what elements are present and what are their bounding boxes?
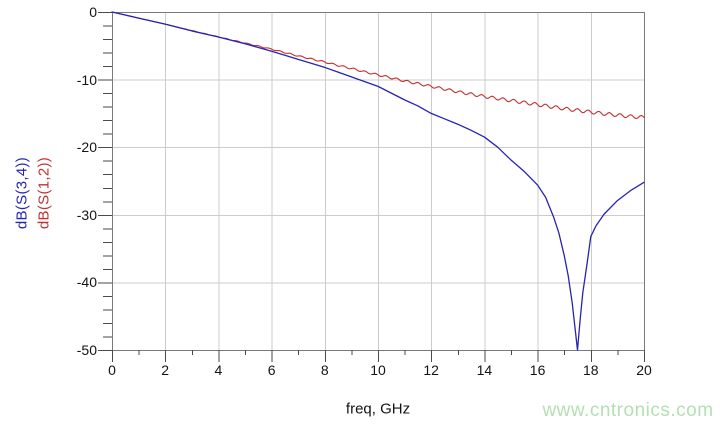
- x-tick-label: 16: [529, 362, 546, 378]
- x-tick-label: 10: [370, 362, 386, 378]
- x-tick-label: 6: [267, 362, 276, 378]
- x-tick-label: 2: [161, 362, 170, 378]
- x-tick-label: 8: [320, 362, 329, 378]
- y-tick-label: -20: [76, 139, 97, 156]
- y-tick-label: -10: [76, 71, 97, 88]
- watermark: www.cntronics.com: [542, 400, 714, 421]
- y-tick-label: -30: [76, 206, 97, 223]
- x-tick-label: 14: [476, 362, 493, 378]
- series-line-dbs34: [111, 11, 645, 351]
- x-tick-label: 20: [636, 362, 652, 378]
- y-tick-label: 0: [89, 4, 97, 20]
- y-tick-label: -40: [76, 274, 97, 291]
- x-tick-label: 12: [423, 362, 439, 378]
- x-tick-label: 4: [214, 362, 223, 378]
- y-axis-label-dbs12: dB(S(1,2)): [35, 156, 53, 230]
- x-tick-label: 18: [583, 362, 599, 378]
- x-axis-title: freq, GHz: [345, 400, 411, 418]
- y-axis-label-dbs34: dB(S(3,4)): [13, 156, 31, 230]
- x-tick-label: 0: [108, 362, 116, 378]
- y-tick-label: -50: [76, 342, 97, 358]
